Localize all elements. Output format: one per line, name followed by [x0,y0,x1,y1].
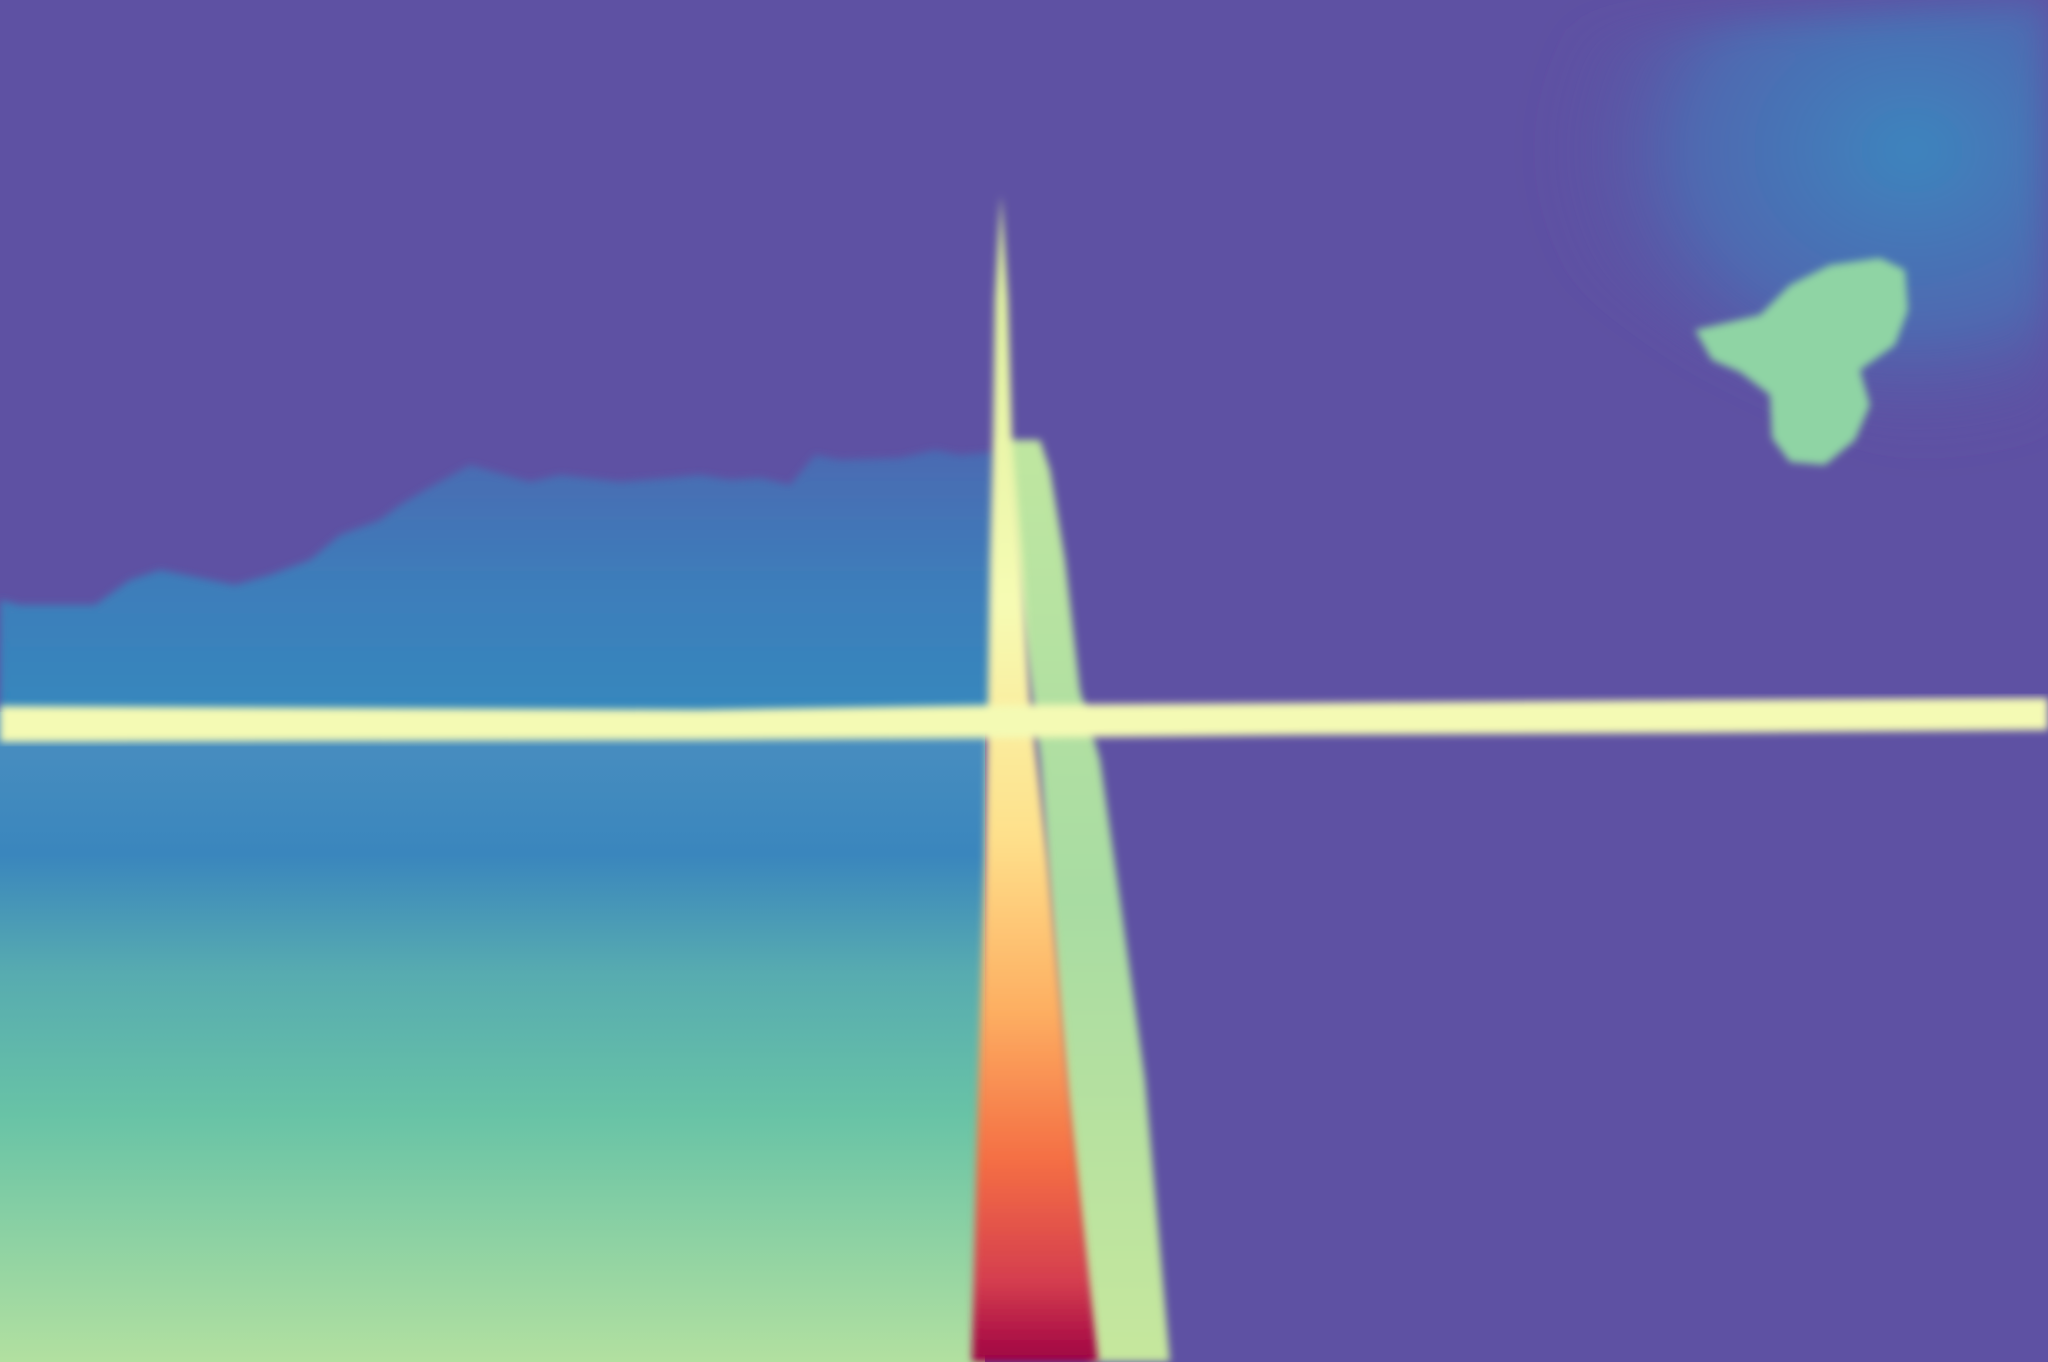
spire-halo [1000,440,1170,1362]
ground-gradient [0,712,985,1362]
floating-blob [1695,258,1908,465]
upper-right-glow [1430,0,2048,500]
vertical-spire [972,195,1098,1362]
horizon-band [0,698,2048,742]
skyline-band [0,450,995,720]
